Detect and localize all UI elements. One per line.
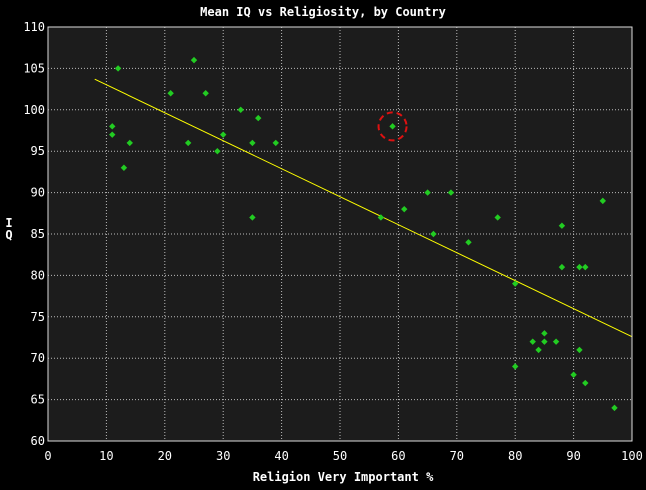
x-tick-label: 0 (44, 449, 51, 463)
data-point (512, 280, 519, 287)
y-tick-label: 85 (31, 227, 45, 241)
data-point (535, 346, 542, 354)
data-point (599, 197, 606, 205)
data-point (120, 164, 128, 171)
y-tick-label: 90 (31, 186, 45, 200)
data-point (465, 239, 472, 246)
y-tick-label: 80 (31, 268, 45, 282)
data-point (529, 338, 536, 345)
x-tick-label: 50 (333, 449, 347, 463)
y-tick-label: 60 (31, 434, 45, 448)
data-point (576, 263, 583, 271)
data-point (558, 263, 566, 271)
data-point (167, 90, 174, 97)
data-point (447, 189, 455, 196)
y-axis-label-char: Q (5, 228, 12, 242)
y-tick-label: 110 (23, 20, 45, 34)
data-point (184, 139, 192, 147)
x-tick-label: 30 (216, 449, 230, 463)
data-point (552, 338, 560, 345)
x-tick-label: 90 (566, 449, 580, 463)
x-tick-label: 60 (391, 449, 405, 463)
data-point (114, 65, 122, 72)
data-point (126, 139, 133, 147)
data-point (389, 123, 396, 130)
y-tick-label: 95 (31, 144, 45, 158)
x-tick-label: 100 (621, 449, 643, 463)
data-point (109, 131, 116, 138)
data-point (220, 131, 227, 138)
plot-frame (47, 26, 633, 442)
data-point (576, 346, 583, 354)
data-point (494, 214, 501, 221)
x-tick-label: 70 (450, 449, 464, 463)
data-point (214, 148, 221, 155)
grid-lines (48, 27, 632, 441)
trend-line (94, 78, 633, 338)
y-tick-label: 65 (31, 393, 45, 407)
y-tick-label: 75 (31, 310, 45, 324)
data-point (430, 230, 437, 238)
x-axis-label: Religion Very Important % (253, 470, 434, 484)
y-tick-label: 100 (23, 103, 45, 117)
x-axis-ticks: 0 10 20 30 40 50 60 70 80 90 100 (44, 449, 642, 463)
data-point (202, 90, 209, 97)
y-tick-label: 105 (23, 61, 45, 75)
data-point (401, 205, 408, 213)
x-tick-label: 80 (508, 449, 522, 463)
data-points (109, 56, 618, 412)
x-tick-label: 20 (158, 449, 172, 463)
data-point (541, 338, 548, 345)
data-point (249, 214, 256, 221)
chart-title: Mean IQ vs Religiosity, by Country (200, 5, 446, 19)
data-point (611, 404, 618, 412)
x-tick-label: 40 (274, 449, 288, 463)
data-point (424, 189, 431, 196)
data-point (249, 139, 256, 147)
data-point (582, 379, 589, 387)
y-tick-label: 70 (31, 351, 45, 365)
x-tick-label: 10 (99, 449, 113, 463)
data-point (237, 106, 244, 113)
highlight-ring (377, 111, 408, 142)
data-point (512, 363, 519, 370)
data-point (109, 123, 116, 130)
data-point (558, 222, 566, 229)
data-point (582, 263, 589, 271)
y-axis-label-char: I (5, 216, 12, 230)
data-point (541, 330, 548, 337)
data-point (255, 114, 262, 122)
data-point (272, 139, 279, 147)
data-point (190, 56, 198, 64)
y-axis-ticks: 60 65 70 75 80 85 90 95 100 105 110 (23, 20, 45, 448)
data-point (570, 371, 577, 378)
data-point (377, 214, 385, 221)
